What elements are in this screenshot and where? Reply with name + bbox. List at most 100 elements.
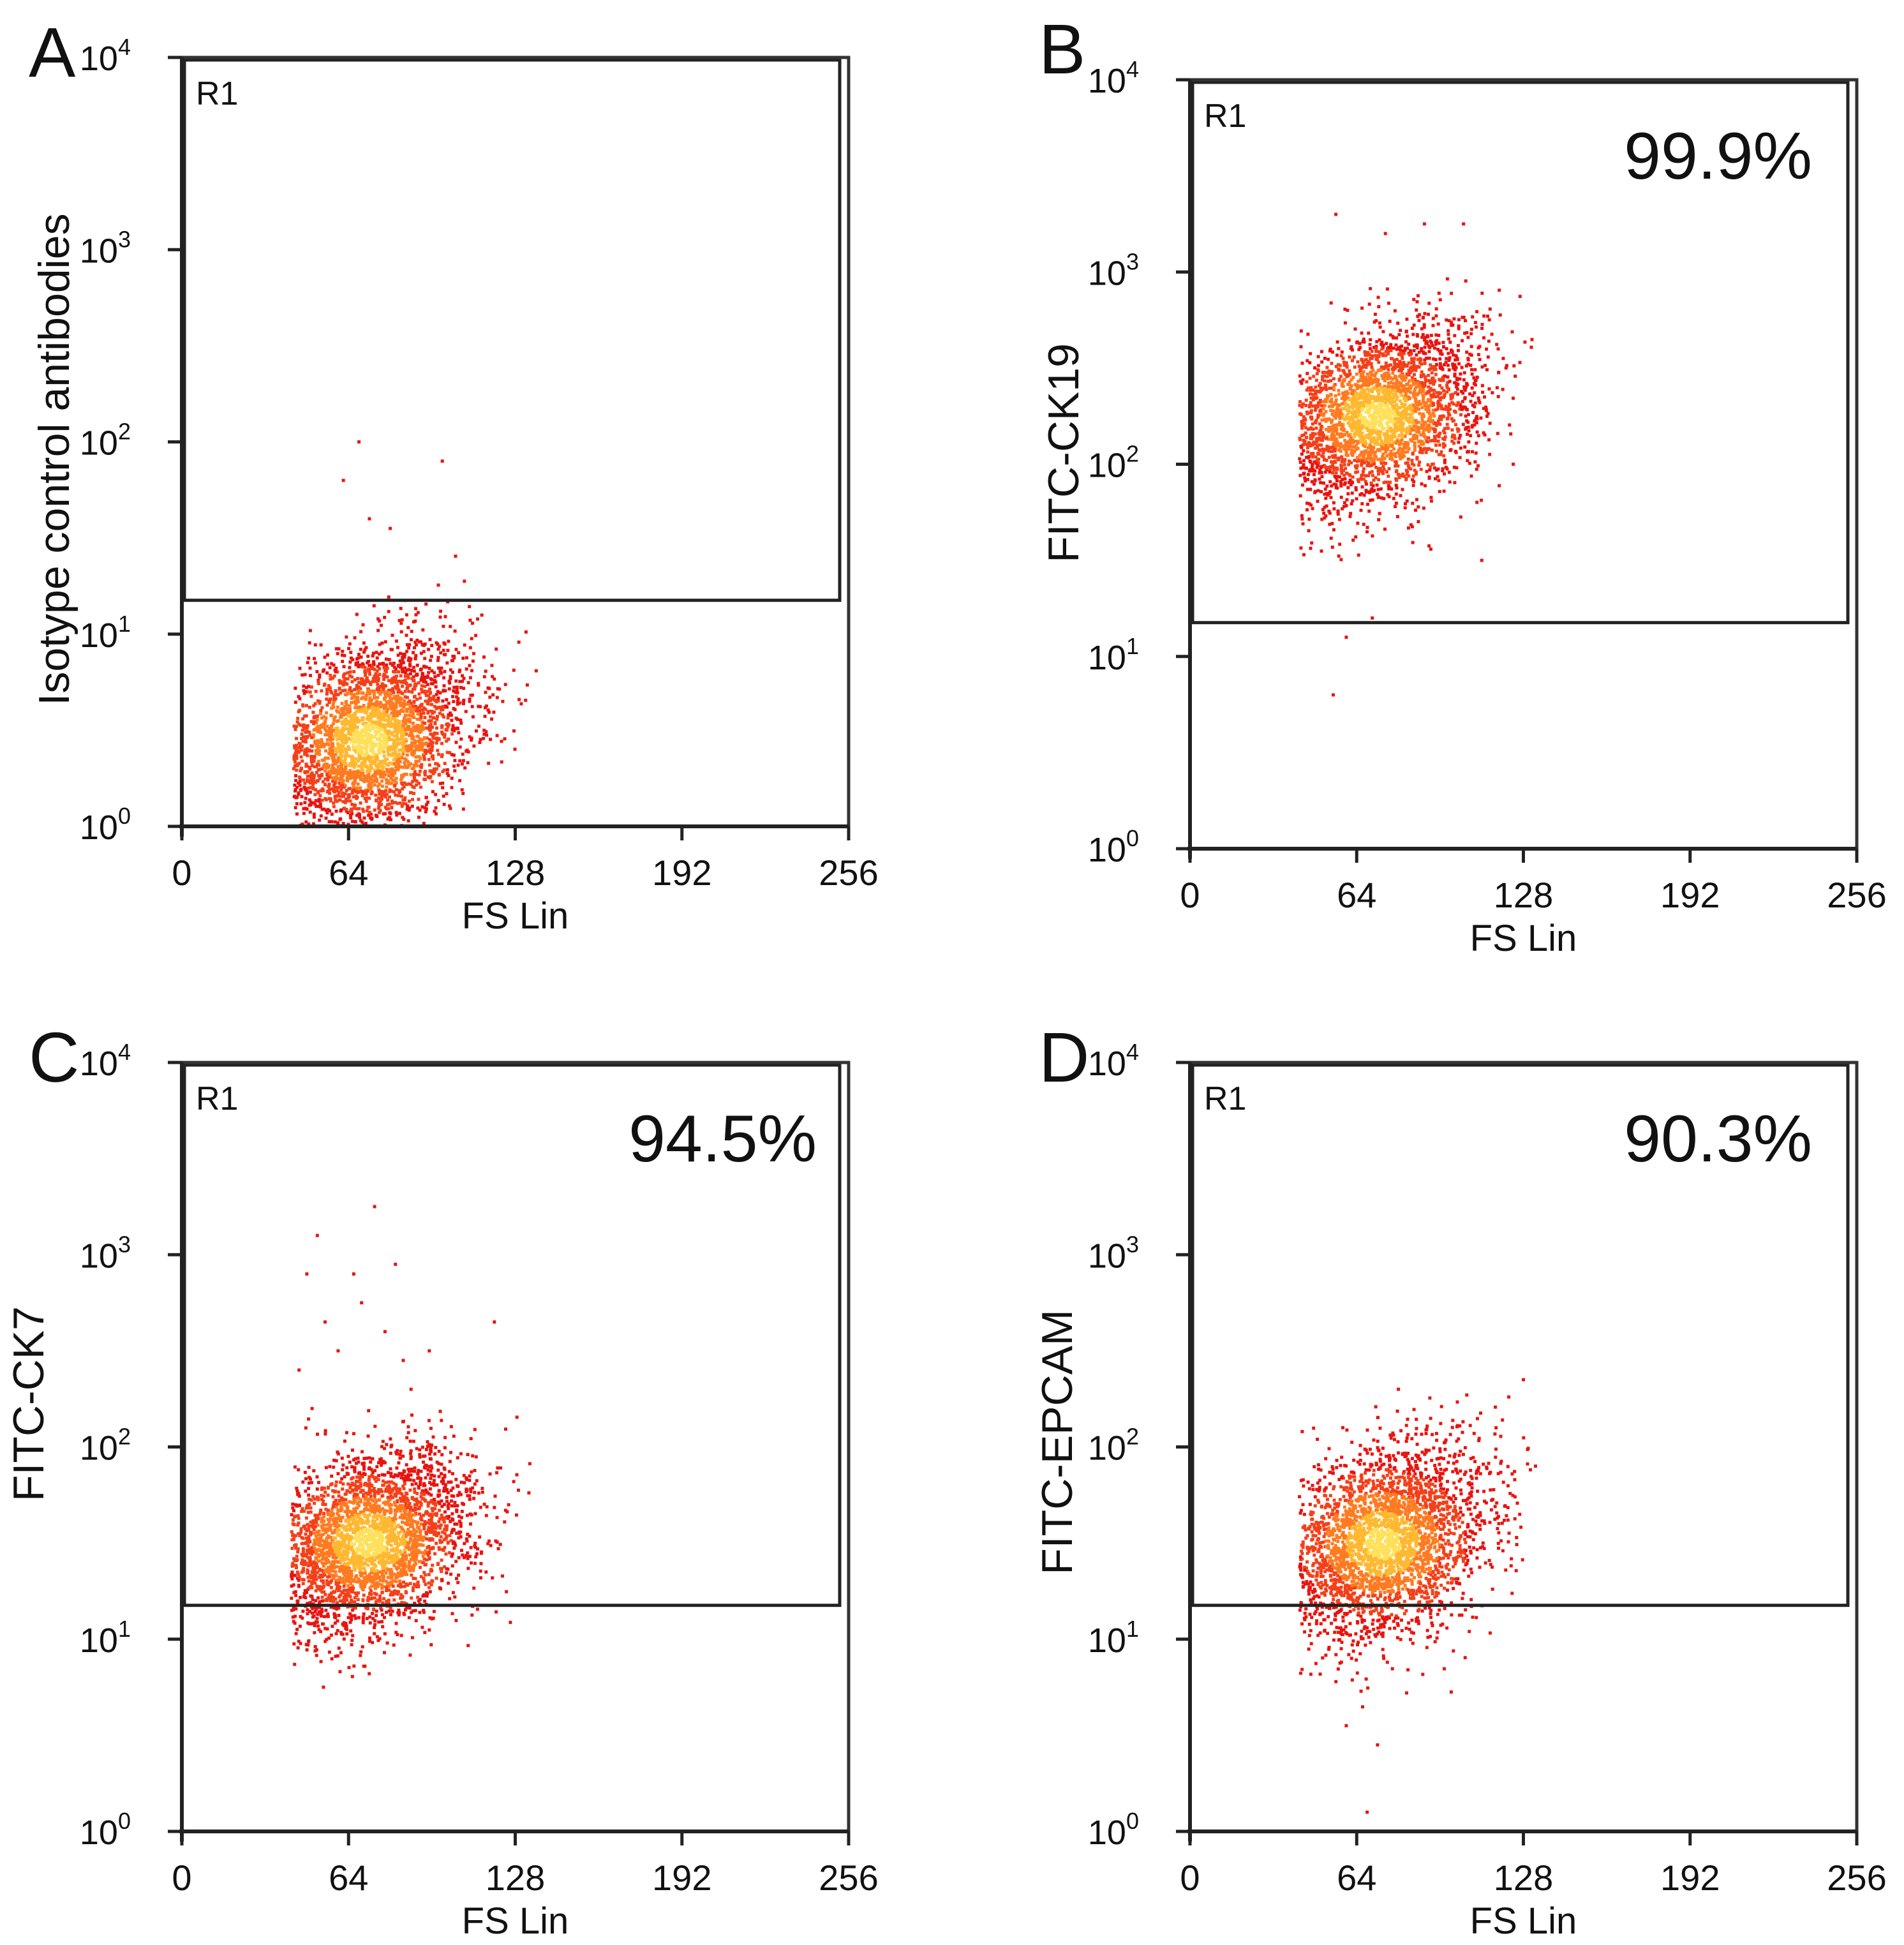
data-point: [1339, 428, 1343, 431]
data-point: [1316, 464, 1320, 468]
data-point: [390, 663, 394, 667]
data-point: [1406, 464, 1410, 468]
data-point: [334, 749, 338, 752]
data-point: [362, 816, 366, 820]
data-point: [1429, 465, 1432, 468]
data-point: [1530, 338, 1534, 341]
data-point: [390, 677, 394, 681]
data-point: [355, 745, 359, 749]
data-point: [1455, 385, 1459, 389]
data-point: [366, 715, 370, 718]
data-point: [1309, 433, 1313, 437]
data-point: [423, 685, 427, 689]
data-point: [437, 773, 441, 777]
data-point: [346, 730, 350, 734]
data-point: [407, 713, 411, 717]
data-point: [316, 682, 320, 685]
data-point: [1404, 417, 1408, 421]
data-point: [410, 669, 413, 672]
data-point: [320, 758, 324, 762]
data-point: [1395, 398, 1399, 401]
data-point: [1410, 525, 1414, 528]
data-point: [375, 710, 378, 713]
data-point: [379, 772, 383, 776]
data-point: [336, 732, 340, 736]
data-point: [1384, 350, 1388, 354]
data-point: [1371, 401, 1375, 405]
data-point: [1423, 345, 1427, 349]
data-point: [1486, 315, 1489, 318]
data-point: [1409, 523, 1413, 526]
data-point: [393, 728, 397, 732]
data-point: [482, 736, 486, 740]
data-point: [1518, 361, 1522, 364]
data-point: [1397, 387, 1401, 390]
data-point: [378, 782, 382, 786]
data-point: [315, 718, 319, 722]
data-point: [353, 740, 357, 744]
data-point: [415, 664, 419, 667]
data-point: [1466, 362, 1470, 366]
data-point: [1408, 366, 1412, 370]
data-point: [392, 725, 396, 729]
data-point: [357, 790, 361, 794]
data-point: [411, 704, 415, 708]
data-point: [394, 810, 398, 814]
data-point: [491, 693, 495, 697]
data-point: [459, 737, 463, 741]
data-point: [1432, 346, 1436, 350]
data-point: [1350, 461, 1353, 465]
data-point: [488, 696, 492, 699]
data-point: [1329, 496, 1333, 500]
data-point: [334, 731, 338, 734]
data-point: [367, 740, 371, 744]
data-point: [419, 786, 422, 789]
data-point: [343, 783, 346, 787]
data-point: [348, 686, 352, 690]
data-point: [1384, 481, 1387, 484]
data-point: [1316, 489, 1320, 493]
data-point: [394, 726, 398, 729]
data-point: [378, 803, 381, 807]
data-point: [447, 737, 450, 741]
data-point: [1461, 399, 1464, 403]
data-point: [1354, 447, 1358, 451]
data-point: [1475, 500, 1479, 504]
data-point: [1298, 403, 1302, 407]
data-point: [413, 646, 416, 650]
data-point: [418, 731, 422, 734]
data-point: [1411, 405, 1415, 408]
data-point: [1407, 389, 1411, 393]
data-point: [1325, 375, 1329, 378]
data-point: [1473, 419, 1477, 422]
data-point: [1429, 401, 1433, 404]
data-point: [1469, 434, 1473, 438]
data-point: [400, 804, 404, 808]
data-point: [1444, 465, 1448, 469]
data-point: [1318, 471, 1321, 475]
data-point: [1383, 527, 1387, 531]
data-point: [426, 683, 429, 687]
data-point: [433, 704, 436, 708]
data-point: [447, 804, 451, 808]
data-point: [332, 735, 335, 739]
data-point: [391, 778, 395, 782]
data-point: [424, 680, 428, 684]
data-point: [369, 667, 373, 671]
data-point: [450, 753, 454, 756]
data-point: [371, 727, 375, 731]
data-point: [433, 675, 437, 678]
data-point: [432, 733, 435, 736]
data-point: [1347, 481, 1351, 484]
data-point: [345, 778, 349, 782]
data-point: [392, 762, 396, 766]
data-point: [1375, 483, 1379, 487]
data-point: [1414, 397, 1418, 401]
data-point: [361, 738, 365, 742]
data-point: [1381, 330, 1385, 334]
data-point: [1318, 382, 1322, 385]
data-point: [357, 681, 361, 685]
data-point: [392, 738, 396, 742]
data-point: [1429, 548, 1432, 551]
data-point: [1466, 357, 1470, 361]
